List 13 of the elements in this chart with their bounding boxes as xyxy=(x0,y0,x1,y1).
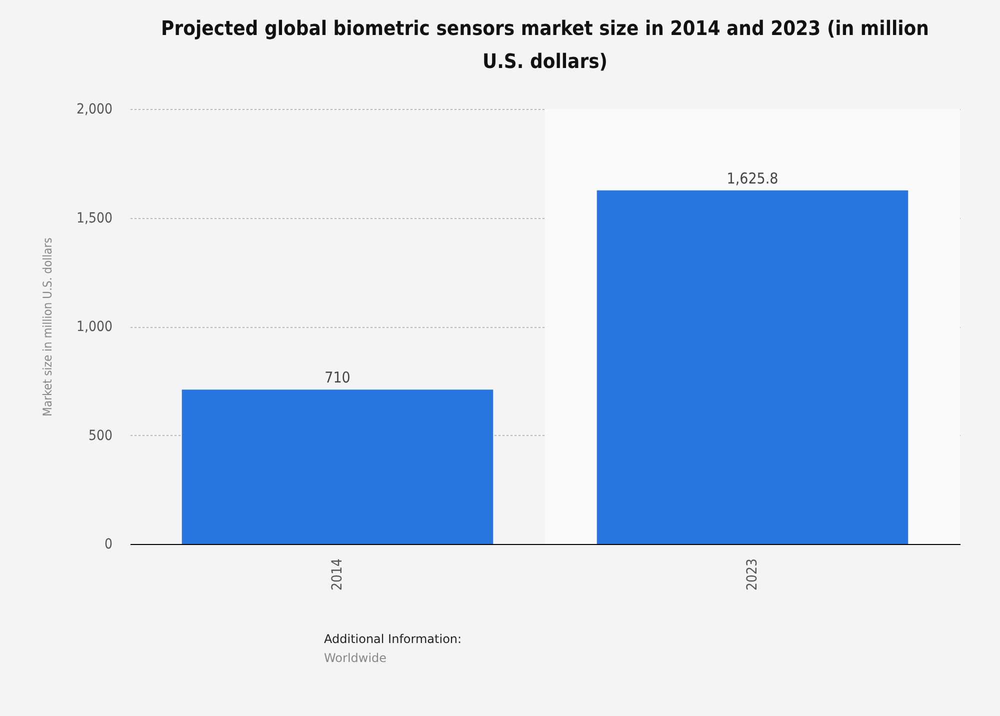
data-label: 1,625.8 xyxy=(726,169,778,188)
text: Worldwide xyxy=(324,651,388,665)
y-tick-label: 1,500 xyxy=(76,210,112,226)
y-tick-label: 1,000 xyxy=(76,319,112,335)
chart-title: Projected global biometric sensors market size in 2014 and 2023 (in million U.S. dollars) xyxy=(161,16,929,73)
data-label: 710 xyxy=(324,368,350,387)
y-tick-label: 2,000 xyxy=(76,102,112,118)
x-tick-label: 2023 xyxy=(744,558,760,591)
y-axis-title: Market size in million U.S. dollars xyxy=(40,237,54,416)
y-tick-label: 0 xyxy=(104,536,112,552)
x-tick-label: 2014 xyxy=(330,558,346,591)
text: Additional Information: xyxy=(324,632,462,646)
y-tick-label: 500 xyxy=(88,428,112,444)
